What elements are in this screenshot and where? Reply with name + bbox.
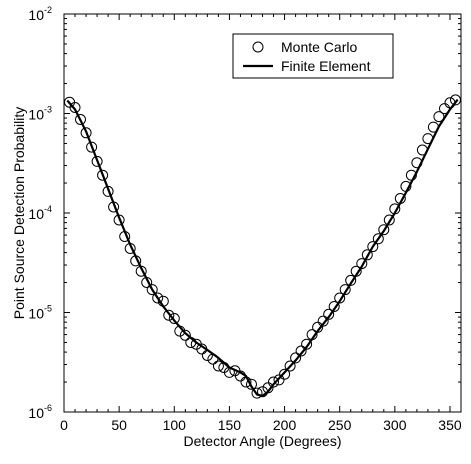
x-axis-title: Detector Angle (Degrees) bbox=[184, 433, 342, 449]
monte-carlo-point bbox=[290, 352, 302, 364]
monte-carlo-point bbox=[75, 114, 86, 125]
monte-carlo-point bbox=[284, 360, 296, 372]
monte-carlo-point bbox=[157, 295, 169, 307]
series-line-finite-element bbox=[66, 98, 459, 397]
monte-carlo-point bbox=[405, 169, 417, 181]
monte-carlo-point bbox=[323, 308, 335, 320]
monte-carlo-point bbox=[146, 284, 158, 296]
monte-carlo-point bbox=[201, 350, 213, 361]
monte-carlo-point bbox=[163, 309, 175, 321]
monte-carlo-point bbox=[361, 249, 373, 261]
monte-carlo-point bbox=[394, 193, 406, 204]
y-tick-label: 10-3 bbox=[28, 105, 52, 123]
legend-label-monte-carlo: Monte Carlo bbox=[281, 39, 357, 55]
monte-carlo-point bbox=[246, 378, 257, 390]
monte-carlo-point bbox=[80, 127, 92, 139]
monte-carlo-point bbox=[196, 343, 208, 355]
x-tick-label: 50 bbox=[111, 417, 127, 433]
monte-carlo-point bbox=[124, 243, 136, 254]
monte-carlo-point bbox=[450, 94, 461, 106]
monte-carlo-point bbox=[251, 387, 263, 399]
x-tick-labels: 0 50 100 150 200 250 300 350 bbox=[60, 417, 462, 433]
monte-carlo-point bbox=[312, 321, 324, 333]
legend-marker-monte-carlo bbox=[252, 41, 264, 53]
monte-carlo-point bbox=[378, 224, 390, 236]
monte-carlo-point bbox=[262, 382, 274, 394]
monte-carlo-point bbox=[86, 141, 98, 153]
monte-carlo-point bbox=[108, 201, 120, 213]
x-tick-label: 350 bbox=[438, 417, 462, 433]
y-tick-label: 10-6 bbox=[28, 403, 52, 421]
x-tick-label: 100 bbox=[163, 417, 187, 433]
y-tick-label: 10-5 bbox=[28, 304, 52, 322]
monte-carlo-point bbox=[422, 133, 434, 145]
legend-box bbox=[232, 33, 394, 79]
monte-carlo-point bbox=[179, 329, 191, 341]
monte-carlo-point bbox=[334, 292, 346, 304]
monte-carlo-point bbox=[389, 203, 401, 215]
monte-carlo-point bbox=[207, 353, 219, 365]
monte-carlo-point bbox=[317, 315, 329, 327]
monte-carlo-point bbox=[102, 185, 114, 197]
y-tick-label: 10-4 bbox=[28, 204, 52, 222]
y-tick-exponent: -4 bbox=[44, 204, 52, 214]
monte-carlo-point bbox=[444, 97, 456, 109]
monte-carlo-point bbox=[113, 214, 125, 226]
monte-carlo-point bbox=[367, 241, 379, 253]
monte-carlo-point bbox=[257, 386, 268, 398]
monte-carlo-point bbox=[356, 258, 368, 270]
y-tick-exponent: -5 bbox=[44, 304, 52, 314]
monte-carlo-point bbox=[268, 376, 279, 388]
monte-carlo-point bbox=[234, 370, 246, 382]
monte-carlo-point bbox=[416, 144, 428, 156]
monte-carlo-point bbox=[433, 111, 445, 123]
y-tick-labels: 10-6 10-5 10-4 10-3 10-2 bbox=[28, 5, 52, 421]
monte-carlo-point bbox=[69, 102, 81, 113]
monte-carlo-point bbox=[91, 155, 103, 167]
monte-carlo-point bbox=[328, 301, 340, 312]
axis-ticks bbox=[63, 13, 461, 413]
monte-carlo-point bbox=[240, 376, 252, 388]
x-tick-label: 250 bbox=[328, 417, 352, 433]
monte-carlo-point bbox=[97, 169, 109, 181]
y-tick-exponent: -2 bbox=[44, 5, 52, 15]
monte-carlo-point bbox=[306, 329, 318, 341]
y-tick-label: 10-2 bbox=[28, 5, 52, 23]
monte-carlo-point bbox=[119, 231, 131, 242]
monte-carlo-point bbox=[273, 374, 285, 386]
y-axis-title: Point Source Detection Probability bbox=[11, 107, 27, 319]
monte-carlo-point bbox=[372, 233, 384, 245]
monte-carlo-point bbox=[439, 103, 450, 115]
y-tick-exponent: -6 bbox=[44, 403, 52, 413]
monte-carlo-point bbox=[427, 121, 439, 133]
legend-label-finite-element: Finite Element bbox=[281, 58, 371, 74]
monte-carlo-point bbox=[411, 157, 423, 169]
x-tick-label: 200 bbox=[273, 417, 297, 433]
monte-carlo-point bbox=[223, 366, 235, 378]
x-tick-label: 0 bbox=[60, 417, 68, 433]
monte-carlo-point bbox=[212, 360, 224, 372]
monte-carlo-point bbox=[295, 345, 307, 357]
monte-carlo-point bbox=[130, 255, 142, 267]
monte-carlo-point bbox=[400, 180, 412, 192]
monte-carlo-point bbox=[339, 284, 351, 296]
monte-carlo-point bbox=[279, 368, 291, 380]
monte-carlo-point bbox=[301, 338, 313, 350]
monte-carlo-point bbox=[141, 277, 153, 288]
x-tick-label: 150 bbox=[218, 417, 242, 433]
series-markers-monte-carlo bbox=[64, 94, 461, 399]
x-tick-label: 300 bbox=[383, 417, 407, 433]
monte-carlo-point bbox=[350, 265, 362, 277]
monte-carlo-point bbox=[135, 265, 147, 277]
monte-carlo-point bbox=[152, 292, 164, 304]
monte-carlo-point bbox=[168, 313, 180, 324]
legend: Monte Carlo Finite Element bbox=[232, 33, 394, 79]
y-tick-exponent: -3 bbox=[44, 105, 52, 115]
monte-carlo-point bbox=[383, 214, 395, 226]
monte-carlo-point bbox=[174, 325, 186, 337]
monte-carlo-point bbox=[185, 337, 197, 348]
monte-carlo-point bbox=[345, 274, 357, 286]
